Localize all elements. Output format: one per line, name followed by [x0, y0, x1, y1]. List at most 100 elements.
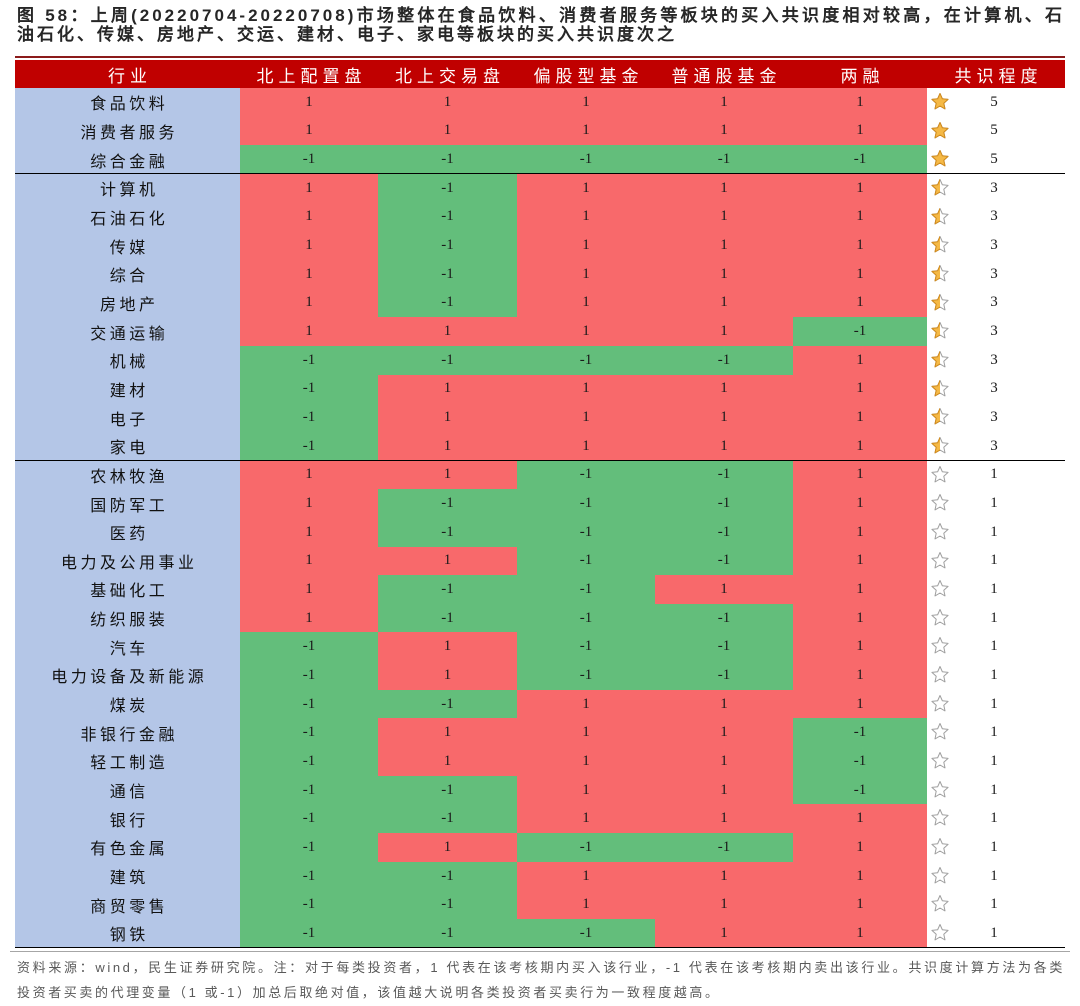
table-body: 食品饮料 1 1 1 1 1 5 消费者服务 1 1 1 1 1 5 综合金融 -1 -1 -1 -1 -1 5 计算机 1…: [15, 88, 1065, 948]
value-cell: 1: [378, 833, 517, 862]
consensus-cell: 3: [927, 431, 1065, 461]
consensus-value: 1: [990, 695, 998, 712]
table-row: 计算机 1 -1 1 1 1 3: [15, 173, 1065, 203]
star-half-icon: [931, 350, 949, 369]
industry-cell: 纺织服装: [15, 603, 240, 633]
table-row: 银行 -1 -1 1 1 1 1: [15, 804, 1065, 834]
value-cell: -1: [517, 546, 655, 576]
value-cell: -1: [378, 231, 517, 260]
consensus-cell: 1: [927, 919, 1065, 948]
consensus-value: 1: [990, 580, 998, 597]
star-empty-icon: [931, 723, 949, 741]
value-cell: 1: [655, 231, 793, 260]
consensus-value: 3: [990, 265, 998, 282]
value-cell: 1: [378, 403, 517, 432]
source-note: 资料来源：wind，民生证券研究院。注：对于每类投资者，1 代表在该考核期内买入…: [17, 960, 1065, 1000]
value-cell: -1: [793, 145, 927, 174]
value-cell: 1: [378, 747, 517, 776]
value-cell: 1: [517, 890, 655, 920]
consensus-cell: 3: [927, 231, 1065, 260]
consensus-value: 1: [990, 867, 998, 884]
consensus-value: 1: [990, 838, 998, 855]
value-cell: -1: [655, 145, 793, 174]
value-cell: 1: [655, 259, 793, 289]
star-half-icon: [931, 322, 949, 340]
industry-cell: 传媒: [15, 231, 240, 260]
value-cell: 1: [793, 919, 927, 948]
table-row: 传媒 1 -1 1 1 1 3: [15, 231, 1065, 260]
industry-cell: 农林牧渔: [15, 460, 240, 490]
value-cell: 1: [655, 575, 793, 604]
star-fill: [931, 121, 949, 140]
value-cell: -1: [378, 775, 517, 805]
value-cell: 1: [655, 919, 793, 948]
column-header: 普通股基金: [671, 66, 782, 86]
value-cell: 1: [655, 775, 793, 805]
star-empty-icon: [931, 809, 949, 827]
industry-cell: 非银行金融: [15, 718, 240, 748]
value-cell: 1: [655, 116, 793, 146]
star-fill: [931, 178, 940, 197]
value-cell: 1: [655, 88, 793, 117]
value-cell: -1: [517, 460, 655, 490]
star-fill: [931, 207, 940, 226]
table-row: 农林牧渔 1 1 -1 -1 1 1: [15, 460, 1065, 490]
consensus-value: 3: [990, 237, 998, 254]
consensus-value: 1: [990, 609, 998, 626]
value-cell: 1: [655, 804, 793, 834]
value-cell: 1: [517, 718, 655, 748]
consensus-cell: 3: [927, 345, 1065, 375]
industry-cell: 计算机: [15, 173, 240, 203]
value-cell: 1: [378, 374, 517, 404]
industry-cell: 综合: [15, 259, 240, 289]
consensus-value: 1: [990, 495, 998, 512]
star-empty-icon: [931, 666, 949, 684]
value-cell: 1: [240, 317, 378, 346]
value-cell: 1: [793, 431, 927, 461]
star-fill: [931, 322, 940, 340]
value-cell: -1: [378, 259, 517, 289]
value-cell: 1: [240, 259, 378, 289]
star-empty-icon: [931, 838, 949, 856]
value-cell: 1: [378, 718, 517, 748]
value-cell: -1: [655, 661, 793, 690]
value-cell: 1: [793, 345, 927, 375]
consensus-value: 3: [990, 208, 998, 225]
value-cell: -1: [240, 861, 378, 891]
value-cell: -1: [240, 890, 378, 920]
consensus-value: 3: [990, 437, 998, 454]
table-row: 国防军工 1 -1 -1 -1 1 1: [15, 489, 1065, 518]
value-cell: 1: [793, 861, 927, 891]
star-half-icon: [931, 436, 949, 455]
consensus-value: 5: [990, 151, 998, 168]
value-cell: 1: [655, 173, 793, 203]
value-cell: -1: [378, 861, 517, 891]
value-cell: 1: [793, 546, 927, 576]
value-cell: -1: [378, 288, 517, 318]
star-fill: [931, 293, 940, 312]
value-cell: -1: [378, 202, 517, 232]
value-cell: 1: [793, 575, 927, 604]
consensus-cell: 3: [927, 317, 1065, 346]
star-half-icon: [931, 264, 949, 283]
value-cell: 1: [240, 202, 378, 232]
value-cell: 1: [793, 517, 927, 547]
star-empty-icon: [931, 694, 949, 713]
consensus-cell: 1: [927, 718, 1065, 748]
value-cell: -1: [793, 747, 927, 776]
value-cell: 1: [793, 202, 927, 232]
value-cell: 1: [240, 173, 378, 203]
column-header: 行业: [108, 66, 152, 86]
industry-cell: 医药: [15, 517, 240, 547]
star-fill: [931, 436, 940, 455]
table-row: 机械 -1 -1 -1 -1 1 3: [15, 345, 1065, 375]
consensus-value: 1: [990, 810, 998, 827]
star-full-icon: [931, 93, 949, 111]
value-cell: 1: [655, 890, 793, 920]
star-empty-icon: [931, 465, 949, 484]
value-cell: 1: [793, 890, 927, 920]
star-half-icon: [931, 236, 949, 254]
value-cell: -1: [240, 718, 378, 748]
value-cell: -1: [517, 603, 655, 633]
column-header: 北上配置盘: [256, 66, 367, 86]
